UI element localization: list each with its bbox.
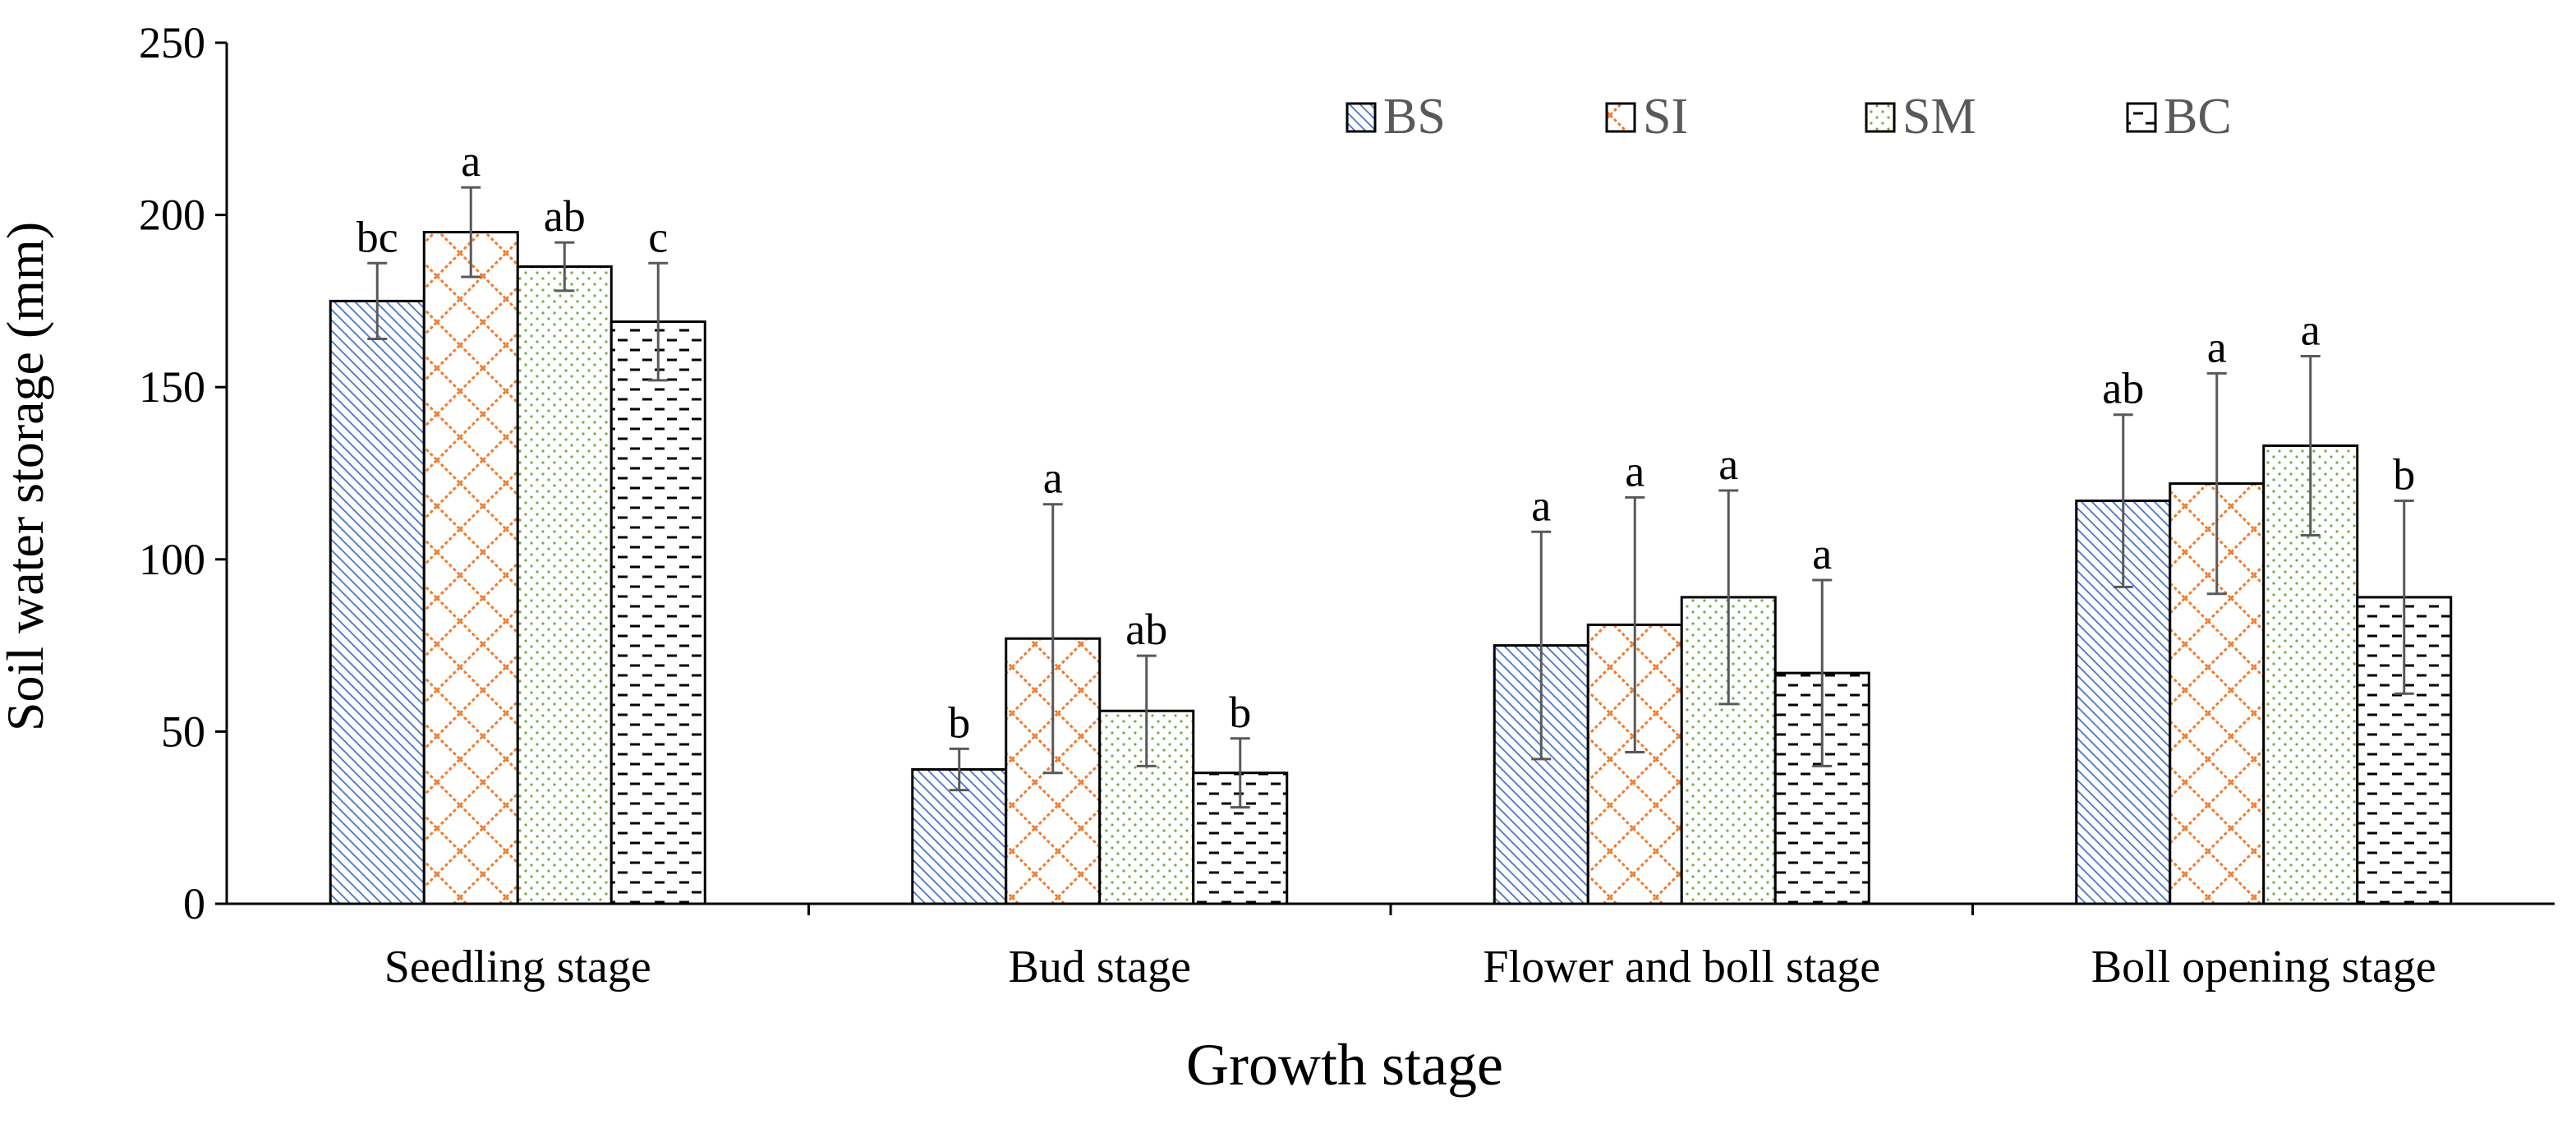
significance-letter: a (1718, 440, 1738, 489)
legend-label-bs: BS (1383, 89, 1446, 145)
x-tick-label: Seedling stage (384, 942, 651, 993)
legend-label-sm: SM (1902, 89, 1976, 145)
y-axis-label: Soil water storage (mm) (0, 222, 54, 731)
significance-letter: a (1625, 446, 1644, 495)
significance-letter: a (1812, 529, 1832, 578)
significance-letter: b (2393, 450, 2415, 500)
legend-label-si: SI (1643, 89, 1688, 145)
significance-letter: b (948, 698, 970, 747)
significance-letter: a (2301, 305, 2321, 354)
significance-letter: a (461, 136, 481, 186)
bar-sm (516, 265, 613, 905)
x-tick-label: Boll opening stage (2091, 942, 2436, 993)
significance-letter: ab (544, 191, 586, 241)
x-axis-label: Growth stage (1186, 1032, 1503, 1098)
y-tick-label: 250 (139, 18, 205, 67)
y-tick-label: 50 (161, 707, 205, 756)
bar-bs (329, 299, 426, 905)
y-tick-label: 200 (139, 191, 205, 240)
y-tick-label: 100 (139, 535, 205, 584)
y-tick-label: 150 (139, 362, 205, 412)
x-axis: Seedling stage Bud stage Flower and boll s… (227, 902, 2555, 993)
y-tick-label: 0 (183, 879, 205, 928)
legend: BS SI SM BC (1346, 89, 2232, 145)
significance-letter: ab (1125, 605, 1167, 654)
significance-letter: a (1531, 481, 1551, 530)
x-tick-label: Flower and boll stage (1483, 942, 1880, 993)
significance-letter: bc (356, 212, 398, 261)
legend-swatch-si (1605, 102, 1636, 133)
significance-letter: c (648, 212, 668, 261)
y-axis: 0 50 100 150 200 250 (139, 18, 228, 928)
bar-bs (911, 768, 1008, 905)
bar-bc (610, 320, 706, 905)
legend-swatch-bs (1346, 102, 1377, 133)
legend-swatch-sm (1865, 102, 1896, 133)
significance-letter: ab (2102, 364, 2144, 413)
significance-letter: a (1043, 454, 1063, 503)
x-tick-label: Bud stage (1009, 942, 1191, 993)
significance-letter: b (1229, 688, 1251, 737)
legend-swatch-bc (2126, 102, 2157, 133)
significance-letter: a (2207, 322, 2227, 371)
legend-label-bc: BC (2164, 89, 2232, 145)
bar-si (422, 231, 519, 905)
